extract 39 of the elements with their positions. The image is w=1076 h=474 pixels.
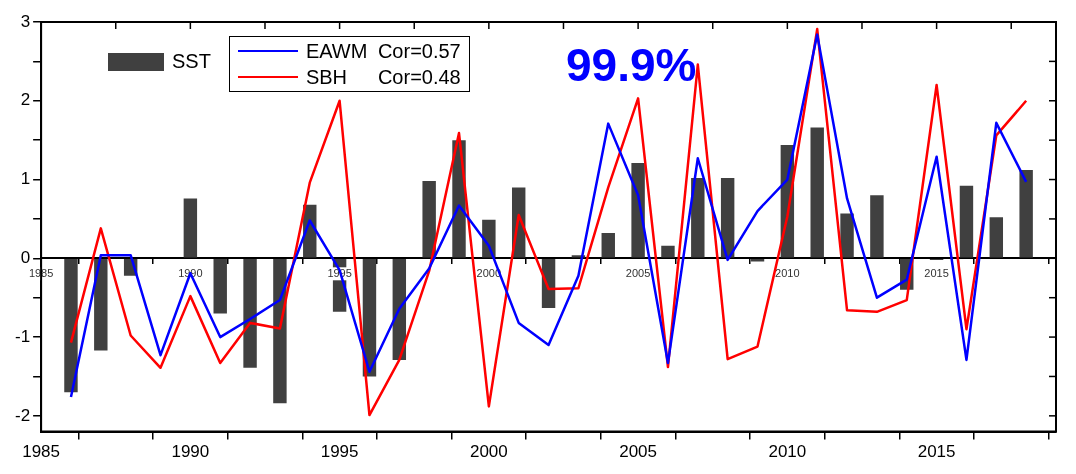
legend-label: SBH <box>305 65 349 90</box>
bar <box>959 185 974 258</box>
annotation: 99.9% <box>566 38 697 92</box>
x-tick-label: 2015 <box>917 442 956 462</box>
bar <box>840 213 854 258</box>
bar <box>273 259 287 404</box>
bar <box>422 181 436 258</box>
annotation: Cor=0.48 <box>377 65 461 90</box>
bar <box>213 259 227 314</box>
bar <box>691 177 705 258</box>
bar <box>601 233 615 258</box>
bar <box>720 177 735 258</box>
bar <box>989 217 1004 258</box>
x2-tick-label: 2010 <box>775 266 800 279</box>
legend-label: SST <box>172 50 211 73</box>
y-tick-label: 2 <box>20 90 31 110</box>
x-tick-label: 2000 <box>469 442 508 462</box>
legend-label: EAWM <box>305 39 369 64</box>
x-tick-label: 1995 <box>320 442 359 462</box>
bar <box>661 245 675 258</box>
x-tick-label: 2005 <box>619 442 658 462</box>
y-tick-label: 1 <box>20 169 31 189</box>
bar <box>1019 170 1033 258</box>
y-tick-label: -2 <box>14 405 31 425</box>
bar <box>64 259 78 393</box>
x-tick-label: 2010 <box>768 442 807 462</box>
x2-tick-label: 2015 <box>924 266 949 279</box>
bar <box>183 198 198 258</box>
bar <box>243 259 257 368</box>
bar <box>94 259 108 351</box>
x-tick-label: 1990 <box>171 442 210 462</box>
annotation: Cor=0.57 <box>377 39 461 64</box>
y-tick-label: 0 <box>20 248 31 267</box>
x2-tick-label: 2005 <box>625 266 651 279</box>
y-tick-label: -1 <box>14 326 31 346</box>
bar <box>870 195 884 258</box>
x-tick-label: 1985 <box>22 442 61 462</box>
bar <box>810 127 824 258</box>
y-tick-label: 3 <box>20 11 31 31</box>
